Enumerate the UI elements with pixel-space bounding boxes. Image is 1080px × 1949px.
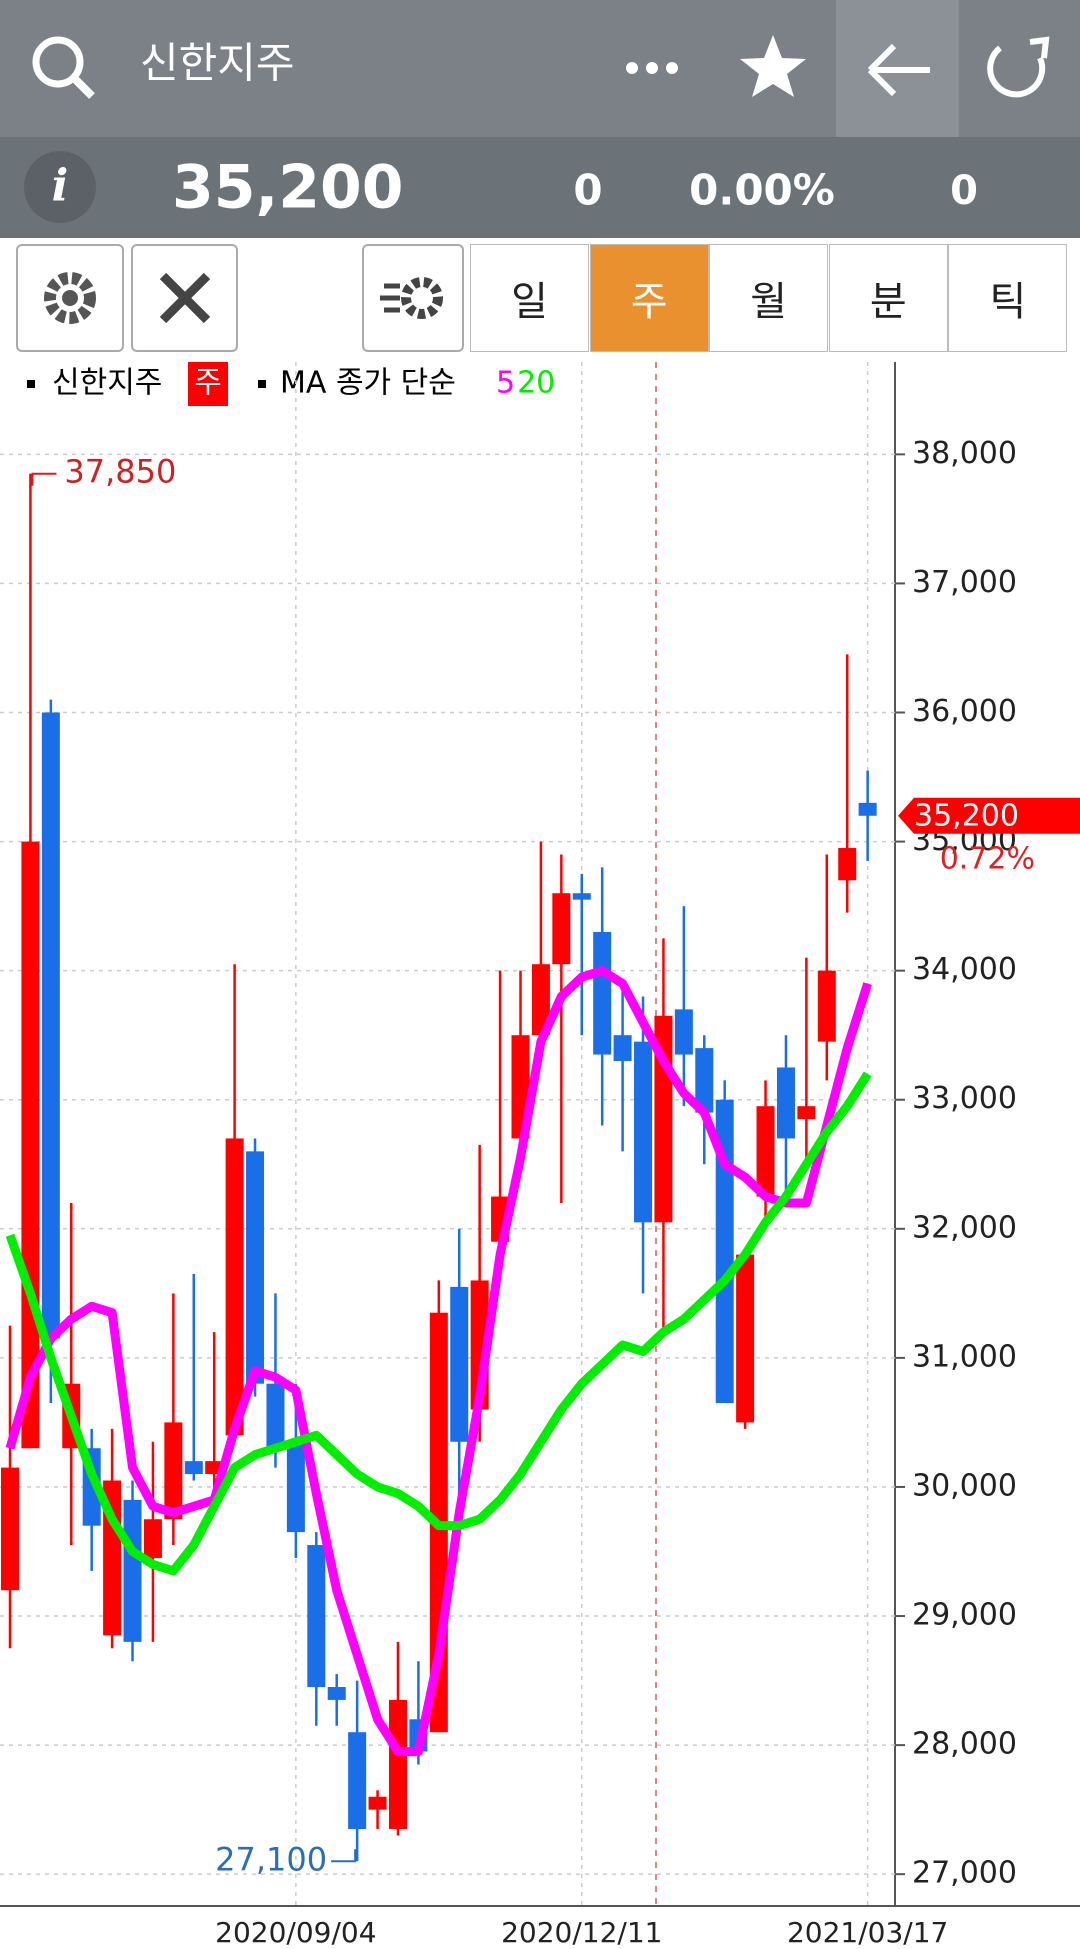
- candle-body: [552, 893, 571, 965]
- candle-body: [388, 1699, 407, 1830]
- more-icon[interactable]: [626, 62, 678, 74]
- candle-body: [736, 1254, 755, 1423]
- last-price: 35,200: [914, 798, 1019, 833]
- x-tick-label: 2020/12/11: [501, 1916, 662, 1949]
- refresh-icon[interactable]: [987, 45, 1046, 98]
- last-price-tag: [898, 797, 1080, 834]
- candle-body: [1, 1467, 19, 1591]
- y-tick-label: 37,000: [912, 565, 1017, 600]
- y-tick-label: 32,000: [912, 1210, 1017, 1245]
- candle-body: [634, 1041, 653, 1223]
- legend-label: 신한지주: [52, 366, 162, 401]
- info-icon[interactable]: [24, 151, 96, 223]
- last-change: 0.72%: [940, 841, 1035, 876]
- indicator-button[interactable]: [362, 244, 464, 352]
- candle-body: [797, 1106, 816, 1120]
- y-tick-label: 29,000: [912, 1598, 1017, 1633]
- chart: 신한지주 주 MA 종가 단순 5 20 27,000 28,000 29,000 30,…: [0, 362, 1080, 1949]
- candle-body: [41, 712, 60, 1339]
- candle-body: [164, 1422, 183, 1520]
- star-icon[interactable]: [740, 35, 806, 97]
- candle-body: [674, 1009, 693, 1055]
- marker: [331, 1849, 357, 1863]
- period-tab[interactable]: 일: [470, 244, 589, 352]
- header-icons: 신한지주: [32, 0, 1050, 137]
- header-title: 신한지주: [140, 39, 295, 88]
- high-label: 37,850: [64, 453, 176, 491]
- svg-text:i: i: [52, 161, 69, 212]
- candle-body: [838, 848, 857, 881]
- header: 신한지주: [0, 0, 1080, 137]
- legend-entry: 20: [517, 366, 555, 401]
- candle-body: [593, 931, 612, 1055]
- ma-line: [5, 1071, 872, 1576]
- marker: [31, 472, 57, 486]
- price: 35,200: [172, 153, 404, 223]
- candle-body: [613, 1035, 632, 1062]
- candle-body: [368, 1796, 387, 1810]
- candle-body: [531, 964, 550, 1036]
- period-tab[interactable]: 틱: [948, 244, 1068, 352]
- candle-body: [715, 1099, 734, 1404]
- y-tick-label: 28,000: [912, 1727, 1017, 1762]
- candle-body: [266, 1383, 285, 1449]
- candle-body: [756, 1106, 775, 1197]
- y-tick-label: 27,000: [912, 1856, 1017, 1891]
- candle-body: [307, 1545, 326, 1688]
- candle-body: [246, 1151, 265, 1384]
- x-tick-label: 2021/03/17: [787, 1916, 948, 1949]
- low-label: 27,100: [215, 1840, 327, 1878]
- y-tick-label: 38,000: [912, 436, 1017, 471]
- legend-entry: 5: [496, 366, 515, 401]
- period-tab[interactable]: 주: [589, 244, 709, 352]
- y-tick-label: 34,000: [912, 952, 1017, 987]
- period-tab[interactable]: 분: [828, 244, 948, 352]
- x-tick-label: 2020/09/04: [215, 1916, 376, 1949]
- candle-body: [858, 802, 877, 816]
- search-icon[interactable]: [32, 36, 84, 88]
- candle-body: [225, 1138, 244, 1436]
- period-badge-bg: [188, 362, 228, 406]
- volume: 0: [950, 168, 978, 214]
- candle-body: [572, 893, 591, 900]
- ma-label: MA 종가 단순: [280, 366, 456, 401]
- y-tick-label: 31,000: [912, 1339, 1017, 1374]
- settings-button[interactable]: [16, 244, 124, 352]
- period-tab[interactable]: 월: [709, 244, 829, 352]
- candle-body: [143, 1519, 162, 1558]
- candle-body: [776, 1067, 795, 1139]
- candle-body: [184, 1461, 203, 1475]
- candle-body: [695, 1048, 714, 1113]
- quote: i 35,200 0 0.00% 0: [24, 151, 978, 223]
- y-tick-label: 30,000: [912, 1468, 1017, 1503]
- quote-bar: i 35,200 0 0.00% 0: [0, 137, 1080, 238]
- y-tick-label: 33,000: [912, 1081, 1017, 1116]
- ma-line: [5, 966, 872, 1757]
- tools-button[interactable]: [131, 244, 238, 352]
- candle-body: [286, 1441, 305, 1533]
- rate: 0.00%: [689, 166, 835, 215]
- candle-body: [348, 1732, 367, 1830]
- candle-body: [327, 1687, 346, 1700]
- period-badge: 주: [194, 366, 222, 401]
- candle-body: [450, 1286, 469, 1442]
- candle-body: [817, 970, 836, 1042]
- candle-body: [123, 1499, 142, 1642]
- y-tick-label: 36,000: [912, 694, 1017, 729]
- change: 0: [573, 166, 602, 215]
